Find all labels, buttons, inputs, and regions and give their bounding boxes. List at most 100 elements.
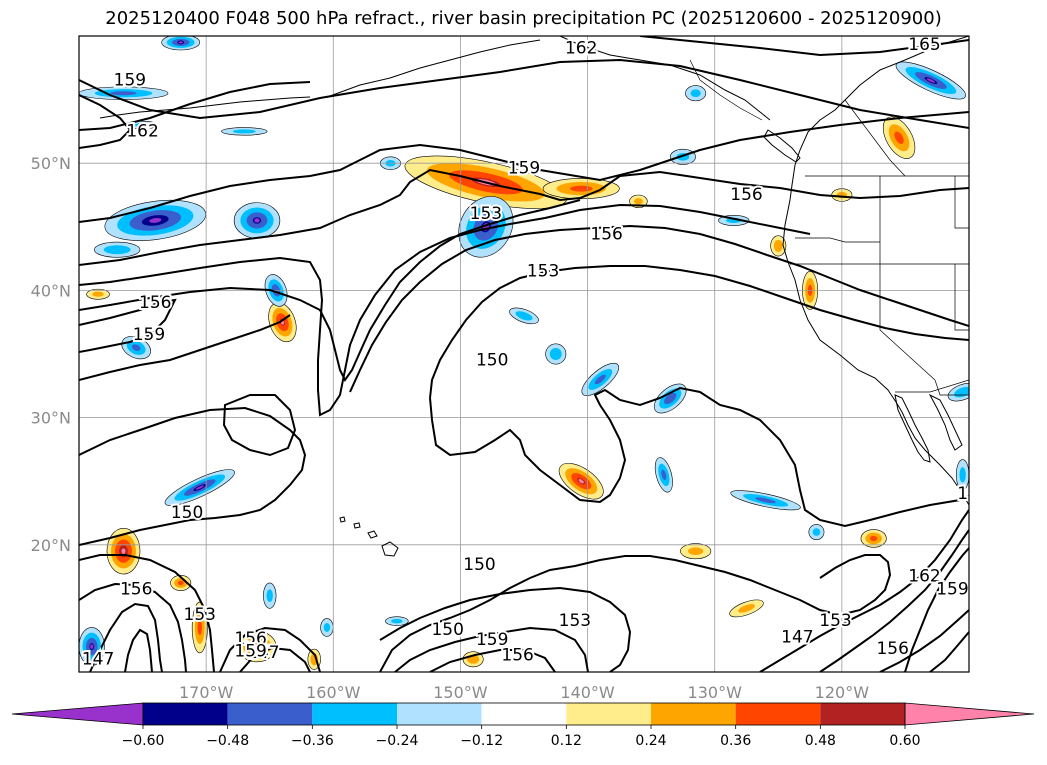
precip-level-1 <box>773 239 783 252</box>
contour-150-west <box>79 406 307 546</box>
colorbar-segments <box>11 702 1035 729</box>
contour-label: 159 <box>114 71 146 91</box>
contour-label: 156 <box>730 185 762 205</box>
colorbar-segment <box>566 703 651 725</box>
alaska-canada-border <box>689 59 763 121</box>
negative-precip-anomaly <box>545 343 567 365</box>
contour-label: 147 <box>82 649 114 669</box>
contour-label: 156 <box>876 639 908 659</box>
contour-label: 162 <box>908 567 940 587</box>
negative-precip-anomaly <box>808 524 825 541</box>
contour-147-southeast <box>759 509 969 672</box>
precip-level-2 <box>594 374 606 385</box>
contour-153-inner-ridge <box>349 224 969 393</box>
negative-precip-anomaly <box>263 582 277 609</box>
precip-peak <box>195 485 204 490</box>
colorbar-segment <box>227 703 313 725</box>
precip-peak <box>178 41 184 44</box>
positive-precip-anomaly <box>770 235 787 257</box>
precip-peak <box>254 644 260 649</box>
precip-level-1 <box>738 604 755 613</box>
precip-peak <box>578 479 584 484</box>
hawaii-kauai <box>339 516 346 523</box>
negative-precip-anomaly <box>104 199 207 241</box>
contour-label: 147 <box>247 643 279 663</box>
contour-156-west <box>79 314 291 381</box>
precip-peak <box>149 218 162 223</box>
contour-label: 159 <box>508 158 540 178</box>
contour-label: 159 <box>133 325 165 345</box>
precip-level-2 <box>110 91 137 96</box>
x-tick-label: 160°W <box>306 683 361 702</box>
negative-precip-anomaly <box>161 36 201 51</box>
colorbar-tick-label: 0.24 <box>635 733 666 749</box>
negative-precip-anomaly <box>955 459 969 491</box>
positive-precip-anomaly <box>542 178 620 200</box>
contour-label: 153 <box>527 261 559 281</box>
colorbar-tick-label: −0.12 <box>460 733 503 749</box>
colorbar-extend-min <box>11 702 144 726</box>
contour-162-north <box>79 58 969 129</box>
state-border-arizona <box>934 379 969 396</box>
contour-label: 150 <box>463 555 495 575</box>
positive-precip-anomaly <box>191 601 208 654</box>
contour-label: 162 <box>565 39 597 59</box>
precip-level-1 <box>549 348 562 360</box>
contour-156-south <box>394 626 589 672</box>
precip-level-2 <box>661 469 667 480</box>
contour-159-south <box>429 649 556 672</box>
hawaii-big-island <box>381 541 399 557</box>
precip-level-1 <box>134 123 151 128</box>
negative-precip-anomaly <box>654 457 673 493</box>
contour-label: 162 <box>126 121 158 141</box>
negative-precip-anomaly <box>385 616 409 626</box>
contour-153-southwest <box>79 582 187 672</box>
negative-precip-anomaly <box>93 241 141 258</box>
contour-label: 159 <box>936 579 968 599</box>
precip-level-1 <box>103 245 131 255</box>
us-mexico-border <box>895 379 969 393</box>
positive-precip-anomaly <box>558 462 604 500</box>
baja-california-coastline <box>894 394 931 463</box>
graticule <box>79 36 969 672</box>
colorbar-tick-label: −0.60 <box>122 733 165 749</box>
contour-162-northwest-loop <box>79 94 132 149</box>
contour-159-southwest <box>124 628 153 672</box>
contour-label: 147 <box>781 628 813 648</box>
hawaii-oahu <box>353 522 361 529</box>
precip-level-2 <box>569 185 593 192</box>
plot-area: 162 1651591621591531561561531561591501501… <box>79 36 969 672</box>
plot-background <box>79 36 969 672</box>
negative-precip-anomaly <box>895 61 966 100</box>
precip-level-1 <box>323 623 331 632</box>
colorbar-tick-label: 0.12 <box>551 733 582 749</box>
contour-label: 150 <box>476 350 508 370</box>
political-borders <box>689 59 969 396</box>
negative-precip-anomaly <box>79 627 105 666</box>
contour-label: 156 <box>234 629 266 649</box>
precip-level-2 <box>755 497 776 504</box>
x-tick-label: 150°W <box>433 683 488 702</box>
colorbar-segment <box>820 703 905 725</box>
bc-alberta-border <box>844 99 906 177</box>
precip-level-1 <box>92 291 104 297</box>
state-border-wyoming <box>954 264 969 331</box>
y-tick-label: 30°N <box>31 409 71 428</box>
colorbar-segment <box>735 703 821 725</box>
contour-label: 156 <box>139 293 171 313</box>
negative-precip-anomaly <box>730 490 801 511</box>
negative-precip-anomaly <box>685 85 707 102</box>
contour-156-southwest <box>89 602 163 672</box>
contour-156-ridge <box>79 203 811 417</box>
state-border-washington-oregon <box>795 237 880 243</box>
contour-150-central <box>429 265 969 399</box>
alaska-coastline <box>559 36 771 121</box>
negative-precip-anomaly <box>221 127 268 136</box>
contour-label: 1 <box>957 484 968 504</box>
precip-peak <box>254 218 260 223</box>
colorbar-segment <box>481 703 567 725</box>
contour-label: 153 <box>819 611 851 631</box>
precip-peak <box>90 644 94 649</box>
precip-level-2 <box>131 344 141 351</box>
